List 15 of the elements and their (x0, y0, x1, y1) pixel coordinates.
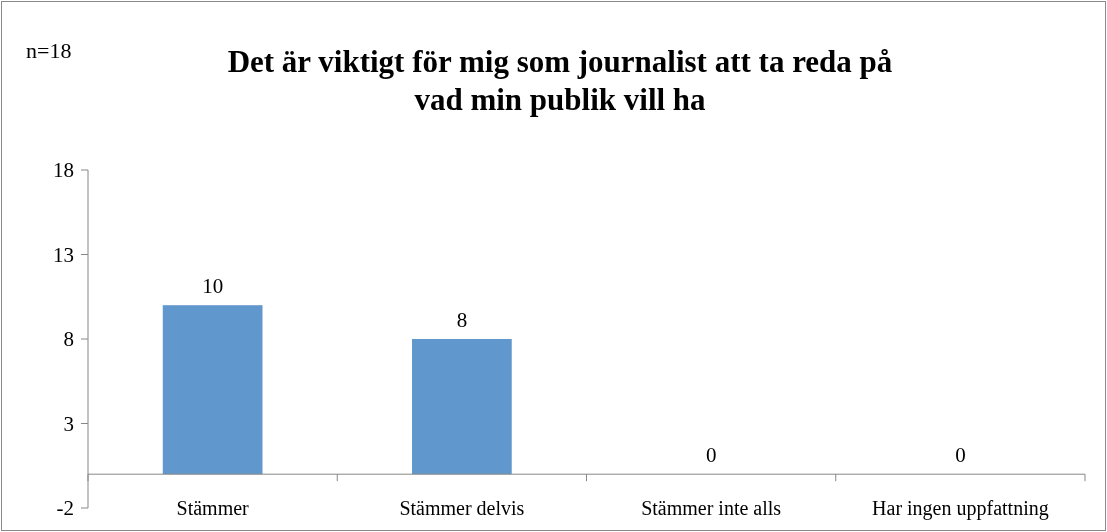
y-tick-label: 8 (63, 327, 74, 352)
text: n=18 (26, 38, 72, 63)
y-tick-label: 18 (53, 158, 74, 183)
x-tick-label: Stämmer (176, 497, 250, 519)
x-tick-label: Stämmer inte alls (641, 497, 782, 519)
y-tick-label: 3 (63, 411, 74, 436)
y-tick-label: 13 (53, 242, 74, 267)
y-tick-label: -2 (56, 496, 74, 521)
data-label: 0 (955, 443, 966, 468)
x-tick-label: Har ingen uppfattning (872, 497, 1049, 520)
data-label: 8 (456, 308, 468, 332)
data-label: 10 (202, 274, 224, 299)
x-tick-label: Stämmer delvis (399, 497, 525, 519)
chart-title: Det är viktigt för mig som journalist att ta reda på vad min publik vill ha (227, 44, 893, 117)
data-label: 0 (705, 443, 717, 468)
